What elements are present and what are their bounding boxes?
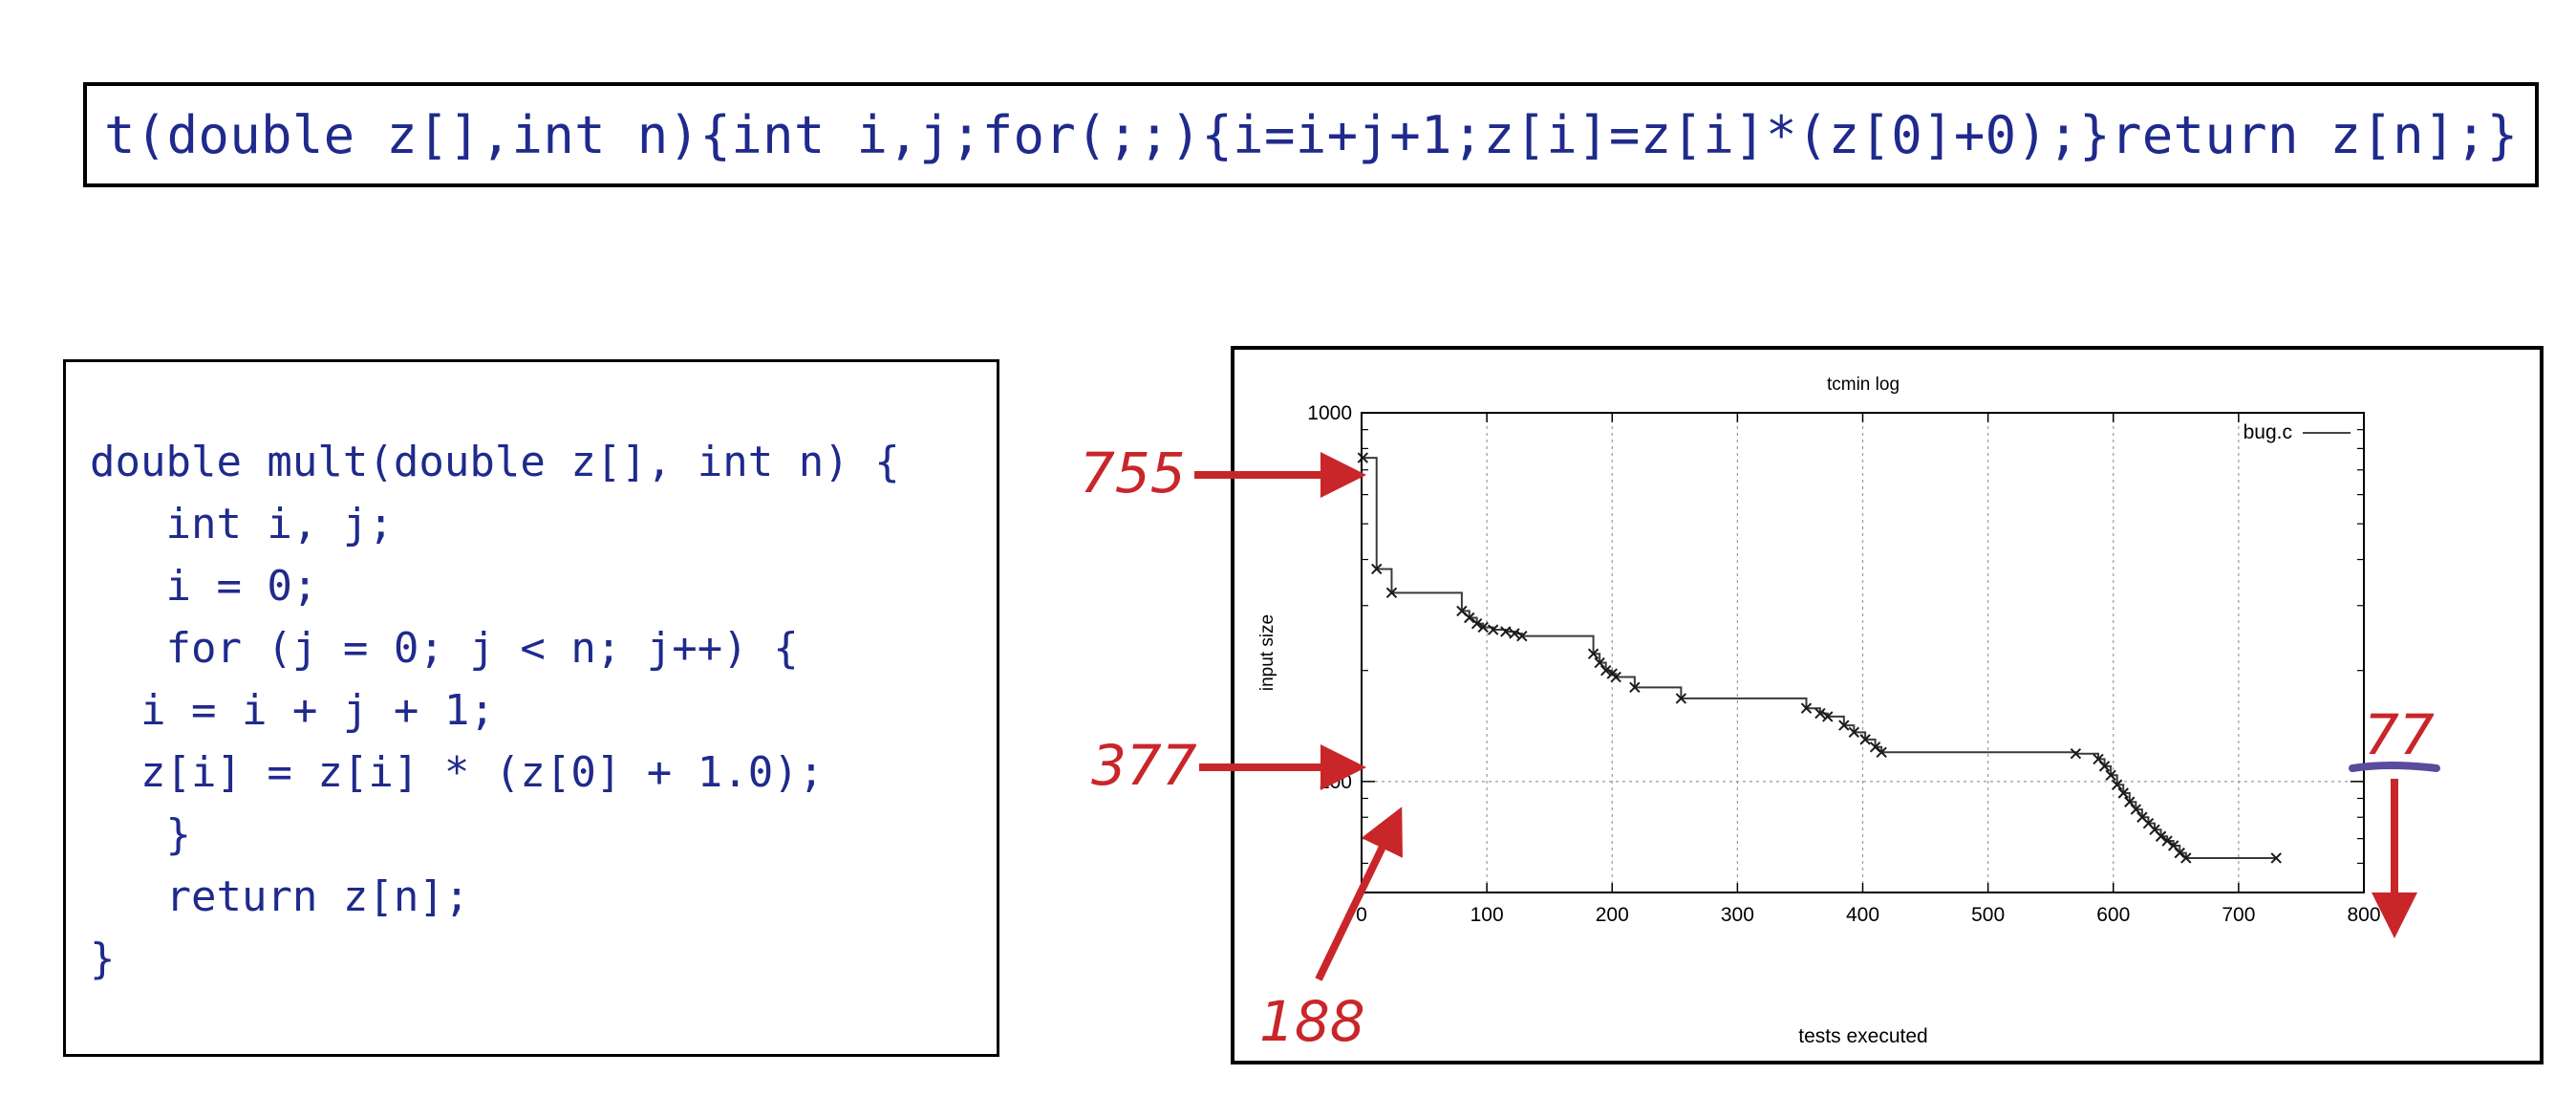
data-point-marker (1675, 693, 1687, 704)
data-point-marker (2270, 852, 2282, 864)
code-line: } (90, 935, 116, 983)
data-point-marker (1371, 563, 1383, 575)
annotation-755: 755 (1080, 441, 1186, 505)
code-line: z[i] = z[i] * (z[0] + 1.0); (90, 748, 825, 797)
data-point-marker (1487, 624, 1499, 635)
data-point-marker (1477, 621, 1489, 634)
y-tick-label: 100 (1319, 771, 1352, 793)
y-axis-label: input size (1257, 614, 1277, 691)
annotation-77: 77 (2364, 702, 2435, 767)
data-point-marker (1594, 656, 1605, 669)
original-code: double mult(double z[], int n) { int i, … (90, 431, 900, 990)
x-tick-label: 100 (1470, 904, 1504, 926)
data-point-marker (2155, 830, 2167, 842)
x-tick-label: 600 (2096, 904, 2130, 926)
minimized-code-box: t(double z[],int n){int i,j;for(;;){i=i+… (83, 82, 2539, 187)
data-point-marker (1500, 626, 1512, 637)
x-tick-label: 800 (2347, 904, 2380, 926)
chart-frame: 0 100 200 300 400 500 600 700 800 100 1000 tcmin l… (1231, 346, 2544, 1064)
data-point-marker (2130, 804, 2142, 815)
x-tick-label: 400 (1846, 904, 1879, 926)
data-point-marker (1464, 612, 1475, 624)
data-point-marker (1800, 702, 1813, 714)
data-point-marker (1822, 711, 1834, 722)
x-tick-label: 200 (1596, 904, 1629, 926)
code-line: } (90, 810, 191, 859)
data-point-marker (1629, 681, 1641, 694)
data-point-marker (2111, 779, 2123, 790)
code-line: i = 0; (90, 562, 318, 611)
code-line: for (j = 0; j < n; j++) { (90, 624, 799, 673)
data-point-marker (1814, 707, 1826, 720)
code-line: i = i + j + 1; (90, 686, 495, 735)
data-point-marker (1859, 734, 1871, 745)
data-point-marker (1385, 587, 1398, 599)
data-point-marker (1516, 630, 1528, 642)
data-point-marker (2070, 747, 2082, 760)
minimized-code-text: t(double z[],int n){int i,j;for(;;){i=i+… (104, 104, 2519, 165)
y-tick-label: 1000 (1307, 402, 1352, 424)
data-point-marker (1610, 671, 1621, 683)
data-point-marker (1599, 664, 1612, 677)
code-line: return z[n]; (90, 872, 470, 921)
data-point-marker (1876, 746, 1887, 759)
data-point-marker (2098, 761, 2111, 772)
data-point-marker (1587, 648, 1599, 659)
data-point-marker (1470, 617, 1483, 630)
x-tick-label: 700 (2222, 904, 2255, 926)
data-point-marker (2161, 835, 2173, 847)
annotation-188: 188 (1259, 989, 1365, 1054)
x-tick-label: 500 (1971, 904, 2005, 926)
series-line (1363, 457, 2277, 859)
annotation-377: 377 (1091, 733, 1197, 798)
original-code-box: double mult(double z[], int n) { int i, … (63, 359, 999, 1057)
data-point-marker (1838, 720, 1850, 731)
plot-frame (1361, 412, 2365, 893)
data-point-marker (2180, 852, 2192, 864)
chart-title: tcmin log (1827, 375, 1900, 395)
data-point-marker (2105, 769, 2116, 781)
tcmin-chart: 0 100 200 300 400 500 600 700 800 100 1000 tcmin l… (1257, 375, 2381, 1047)
code-line: int i, j; (90, 500, 394, 548)
x-tick-label: 300 (1721, 904, 1754, 926)
legend-label: bug.c (2243, 421, 2292, 443)
data-point-marker (1848, 726, 1860, 739)
data-point-marker (1509, 628, 1520, 639)
x-axis-label: tests executed (1798, 1025, 1927, 1047)
x-tick-label: 0 (1356, 904, 1367, 926)
data-point-marker (2117, 787, 2129, 799)
code-line: double mult(double z[], int n) { (90, 438, 900, 486)
